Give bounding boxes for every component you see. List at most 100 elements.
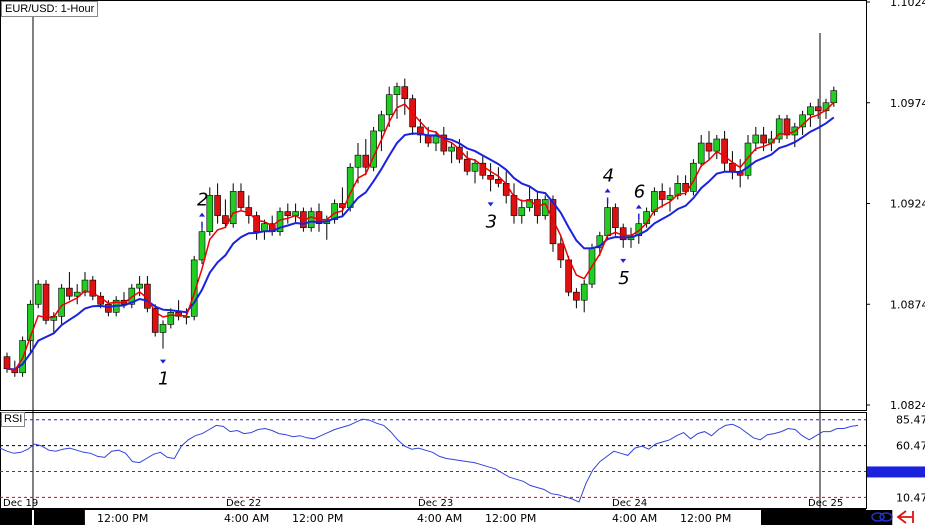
- candle-body: [690, 162, 697, 192]
- date-label: Dec 23: [418, 498, 453, 509]
- signal-arrow-up-icon: [199, 212, 205, 217]
- candle-body: [440, 134, 448, 152]
- time-label: Dec 28, 2015 6:00 A: [764, 512, 877, 525]
- time-label: 4:00 AM: [612, 512, 657, 525]
- candle-body: [573, 291, 580, 301]
- ema-slow-line: [6, 116, 835, 371]
- time-label: 4:00 AM: [37, 512, 82, 525]
- time-label-highlight: [0, 510, 32, 525]
- annotation-label: 1: [158, 369, 169, 390]
- candle-body: [744, 142, 752, 176]
- candle-body: [151, 307, 159, 333]
- candle-body: [167, 312, 175, 325]
- candle-body: [3, 356, 11, 370]
- time-label-highlight: [761, 510, 893, 525]
- candle-body: [775, 118, 783, 140]
- candle-body: [557, 243, 565, 261]
- candle-body: [596, 235, 604, 249]
- candle-body: [34, 283, 42, 305]
- candle-body: [89, 279, 97, 297]
- time-label: 4:00 AM: [417, 512, 462, 525]
- candle-body: [541, 199, 549, 216]
- candle-body: [136, 283, 143, 289]
- candle-body: [463, 158, 471, 172]
- ema-fast-line: [6, 101, 835, 372]
- candle-body: [214, 195, 221, 216]
- candle-body: [27, 303, 34, 341]
- time-label: 12:00 PM: [680, 512, 731, 525]
- price-tick-label: 1.1024: [890, 0, 925, 9]
- candle-body: [307, 211, 315, 228]
- candle-body: [565, 259, 572, 293]
- time-label: 4:00: [2, 512, 27, 525]
- time-label-highlight: [34, 510, 85, 525]
- price-tick-label: 1.0824: [890, 399, 925, 412]
- rsi-title: RSI: [1, 412, 26, 427]
- candle-body: [487, 174, 494, 180]
- signal-arrow-down-icon: [620, 258, 627, 263]
- candle-body: [549, 199, 557, 245]
- rsi-current-value-marker: [867, 466, 925, 478]
- rsi-tick-label: 60.47: [896, 440, 925, 453]
- signal-arrow-down-icon: [487, 202, 494, 207]
- price-tick-label: 1.0974: [890, 97, 925, 110]
- price-tick-label: 1.0874: [890, 298, 925, 311]
- signal-arrow-down-icon: [160, 359, 166, 364]
- annotation-label: 2: [197, 190, 208, 211]
- signal-arrow-up-icon: [635, 204, 642, 209]
- candle-body: [799, 114, 806, 128]
- candle-body: [697, 142, 705, 164]
- candle-body: [612, 207, 619, 228]
- candle-body: [666, 195, 674, 200]
- candle-body: [604, 207, 611, 237]
- candle-body: [518, 207, 526, 216]
- date-label: Dec 25: [808, 498, 843, 509]
- candle-body: [385, 94, 393, 116]
- candle-body: [222, 215, 229, 224]
- candle-body: [42, 283, 50, 321]
- candle-body: [814, 106, 822, 112]
- chart-title: EUR/USD: 1-Hour: [1, 1, 99, 17]
- link-icon: [879, 512, 893, 522]
- candle-body: [807, 106, 814, 116]
- rsi-pane-border: [0, 412, 867, 509]
- time-axis-bg: [0, 509, 925, 525]
- rsi-pane: [0, 412, 867, 509]
- candle-body: [658, 191, 666, 200]
- candle-body: [58, 287, 65, 317]
- candle-body: [284, 211, 292, 216]
- candle-body: [105, 303, 112, 313]
- rsi-line: [0, 418, 859, 503]
- candle-body: [674, 183, 682, 196]
- candle-body: [81, 279, 89, 293]
- candle-body: [229, 191, 237, 224]
- candle-body: [315, 211, 323, 224]
- candle-body: [362, 154, 370, 168]
- candle-body: [448, 146, 455, 152]
- candle-body: [479, 162, 487, 176]
- candle-body: [752, 134, 760, 144]
- time-label: 12:00 PM: [97, 512, 148, 525]
- annotation-label: 3: [486, 211, 497, 232]
- candle-body: [760, 134, 767, 144]
- candle-body: [190, 259, 198, 317]
- candle-body: [354, 154, 362, 168]
- scroll-end-icon: [896, 510, 914, 524]
- rsi-tick-label: 10.47: [896, 491, 925, 504]
- date-label: Dec 24: [612, 498, 647, 509]
- annotation-label: 6: [634, 182, 645, 203]
- price-tick-label: 1.0924: [890, 198, 925, 211]
- annotation-label: 4: [603, 166, 614, 187]
- candle-body: [721, 138, 728, 164]
- time-label: 12:00 PM: [292, 512, 343, 525]
- candle-body: [346, 166, 354, 208]
- price-pane-border: [0, 0, 867, 411]
- annotation-label: 5: [618, 268, 629, 289]
- candle-body: [417, 126, 424, 136]
- candle-body: [495, 179, 502, 184]
- candle-body: [378, 114, 385, 132]
- candle-body: [393, 86, 401, 95]
- time-label: 4:00 AM: [224, 512, 269, 525]
